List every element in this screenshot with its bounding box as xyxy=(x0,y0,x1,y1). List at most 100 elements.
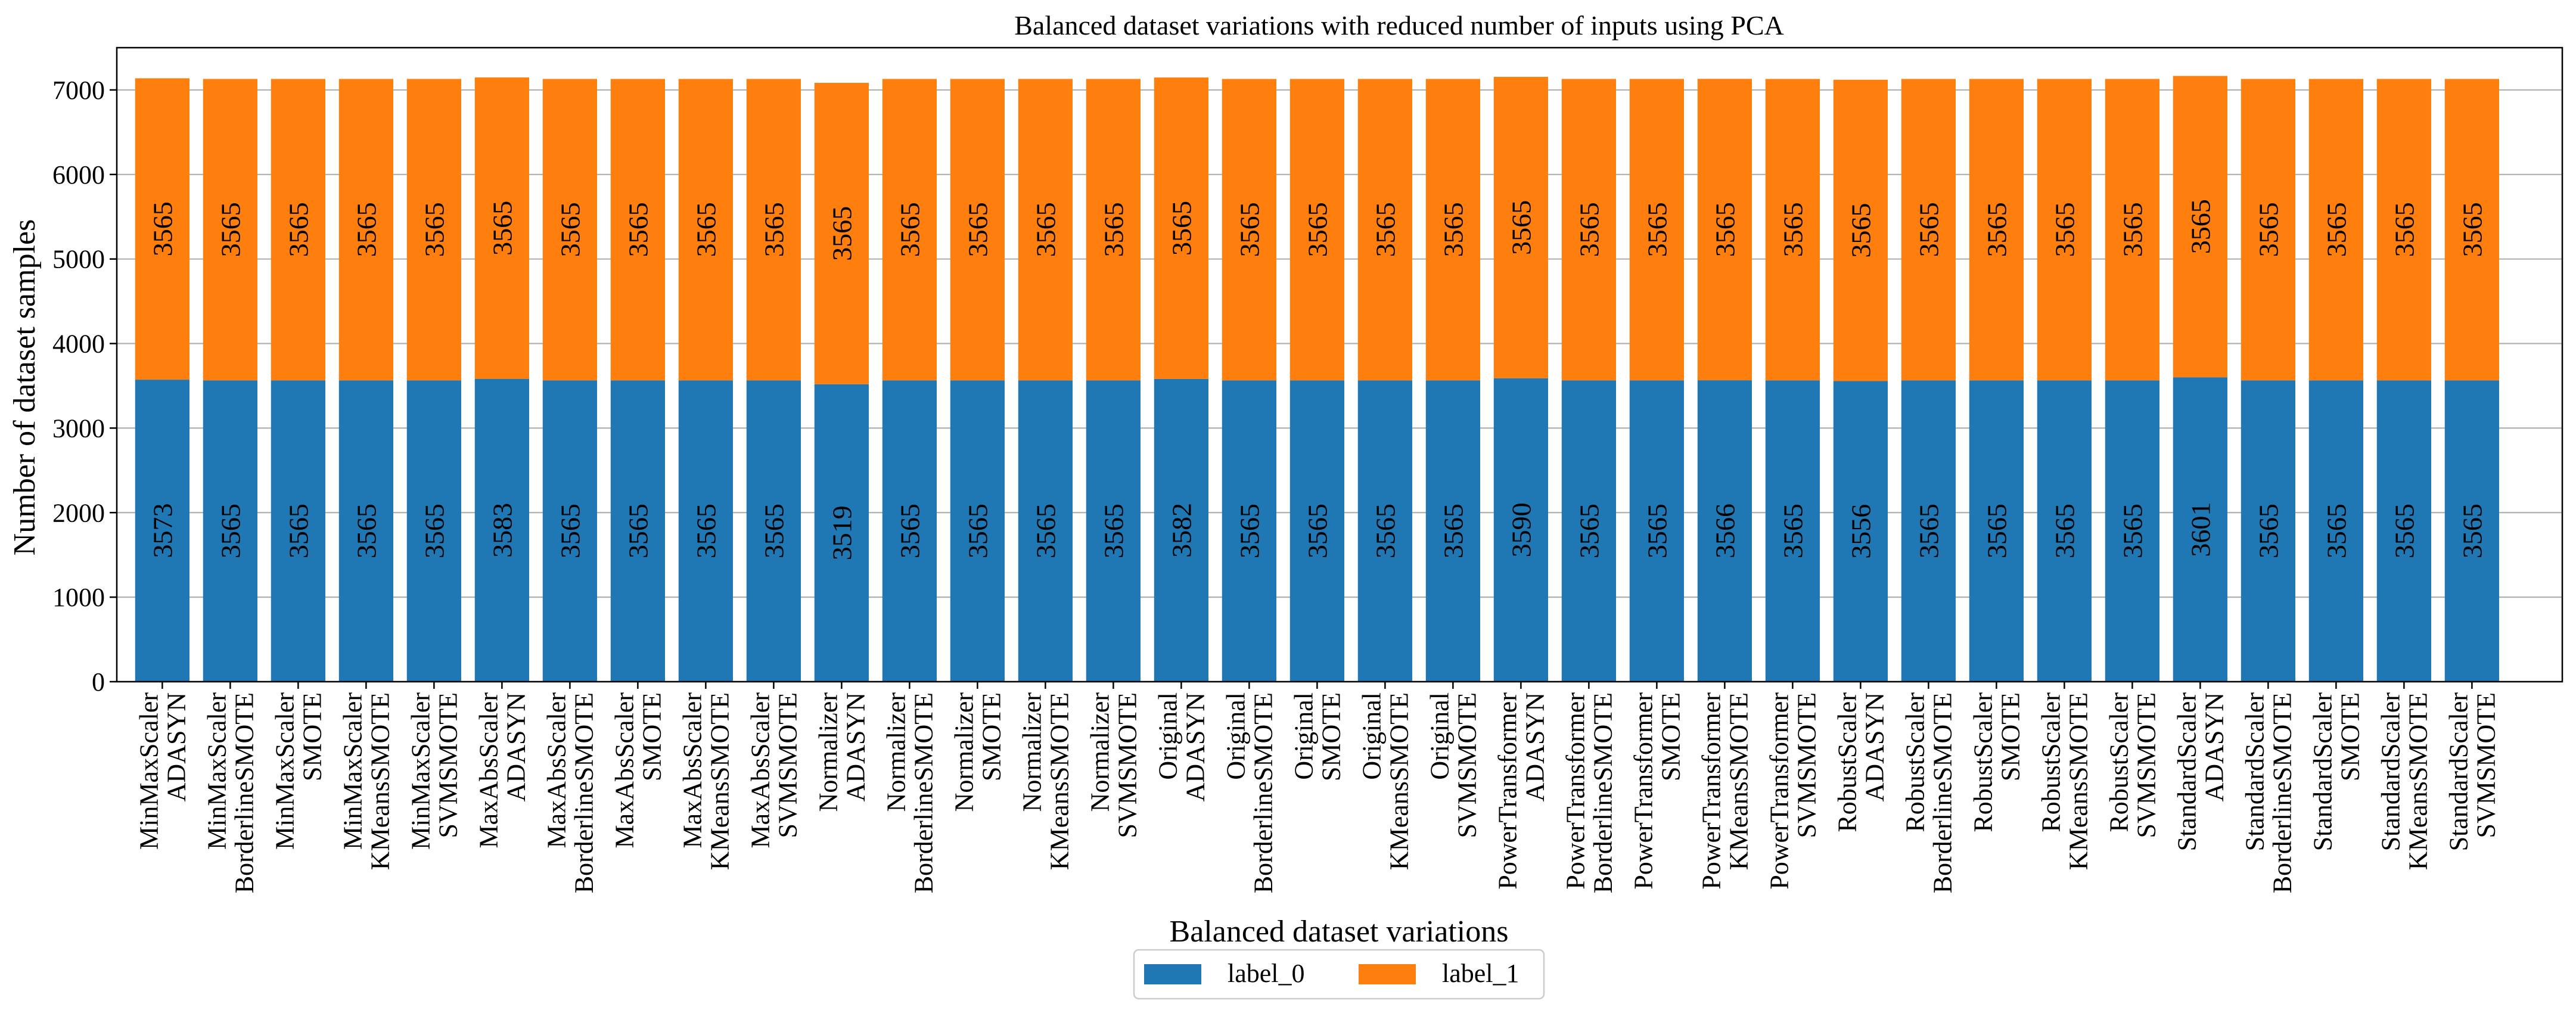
x-tick-label-line: Normalizer xyxy=(1085,692,1114,812)
data-label-label-0: 3565 xyxy=(1778,504,1808,558)
y-tick-label: 1000 xyxy=(52,583,105,612)
legend-label-label-0: label_0 xyxy=(1228,959,1305,988)
x-tick-label-line: Original xyxy=(1153,692,1182,780)
y-axis-ticks: 0 1000 2000 3000 4000 5000 6000 7000 xyxy=(52,76,117,697)
bar-label-1 xyxy=(1969,79,2024,381)
bar-label-0 xyxy=(1222,380,1276,682)
bar-label-1 xyxy=(1561,79,1616,381)
x-tick-label-line: RobustScaler xyxy=(1832,692,1862,832)
bar-label-0 xyxy=(2308,380,2363,682)
bar-label-1 xyxy=(1289,79,1344,381)
data-label-label-1: 3565 xyxy=(2253,202,2283,257)
x-tick-label-line: BorderlineSMOTE xyxy=(569,692,598,893)
x-tick-label-line: MinMaxScaler xyxy=(270,692,299,850)
x-tick-label-line: StandardScaler xyxy=(2240,692,2269,852)
y-tick-label: 6000 xyxy=(52,160,105,189)
data-label-label-0: 3565 xyxy=(759,504,789,558)
x-tick-label: RobustScalerADASYN xyxy=(1832,692,1889,832)
x-tick-label: MaxAbsScalerBorderlineSMOTE xyxy=(542,692,598,894)
x-axis-label: Balanced dataset variations xyxy=(1170,915,1509,949)
data-label-label-1: 3565 xyxy=(215,202,246,257)
bar-label-0 xyxy=(1561,380,1616,682)
bar-label-0 xyxy=(1629,380,1684,682)
data-label-label-1: 3565 xyxy=(1166,201,1197,256)
data-label-label-1: 3565 xyxy=(2321,202,2351,257)
data-label-label-0: 3601 xyxy=(2185,502,2215,557)
x-tick-label-line: MinMaxScaler xyxy=(202,692,231,850)
data-label-label-0: 3556 xyxy=(1845,504,1876,559)
bar-label-0 xyxy=(1833,381,1888,682)
data-label-label-0: 3565 xyxy=(623,504,653,558)
x-tick-label: OriginalBorderlineSMOTE xyxy=(1221,692,1278,893)
data-label-label-1: 3565 xyxy=(283,202,313,257)
bar-label-0 xyxy=(203,380,257,682)
data-label-label-0: 3565 xyxy=(419,504,449,558)
y-tick-label: 3000 xyxy=(52,414,105,443)
x-tick-label-line: Normalizer xyxy=(949,692,978,812)
x-tick-label: NormalizerBorderlineSMOTE xyxy=(881,692,938,894)
x-tick-label-line: KMeansSMOTE xyxy=(1724,692,1753,870)
data-label-label-0: 3565 xyxy=(283,504,313,558)
bar-label-0 xyxy=(2037,380,2092,682)
x-tick-label: NormalizerKMeansSMOTE xyxy=(1017,692,1074,871)
data-label-label-1: 3565 xyxy=(555,202,585,257)
x-tick-label-line: RobustScaler xyxy=(1968,692,1997,832)
x-tick-label: StandardScalerADASYN xyxy=(2172,692,2229,852)
data-label-label-0: 3566 xyxy=(1710,504,1740,558)
data-label-label-0: 3565 xyxy=(1642,504,1672,558)
x-tick-label: OriginalKMeansSMOTE xyxy=(1357,692,1413,870)
x-tick-label-line: RobustScaler xyxy=(2104,692,2133,832)
x-tick-label: RobustScalerBorderlineSMOTE xyxy=(1900,692,1957,894)
x-tick-label-line: SVMSMOTE xyxy=(1452,692,1481,838)
x-tick-label-line: MaxAbsScaler xyxy=(745,692,775,849)
data-label-label-0: 3565 xyxy=(1981,504,2012,558)
bar-series xyxy=(135,76,2499,682)
x-tick-label-line: ADASYN xyxy=(501,692,530,801)
bar-label-0 xyxy=(1086,380,1141,682)
data-label-label-0: 3582 xyxy=(1166,503,1197,558)
x-tick-label-line: Normalizer xyxy=(1017,692,1046,812)
x-tick-label: OriginalADASYN xyxy=(1153,692,1210,801)
data-label-label-0: 3565 xyxy=(1302,504,1332,558)
x-tick-label-line: KMeansSMOTE xyxy=(705,692,734,870)
data-label-label-0: 3565 xyxy=(555,504,585,558)
bar-label-1 xyxy=(746,79,801,381)
x-tick-label: MinMaxScalerBorderlineSMOTE xyxy=(202,692,259,894)
data-label-label-0: 3565 xyxy=(2253,504,2283,558)
data-label-label-1: 3565 xyxy=(2389,202,2419,257)
bar-label-1 xyxy=(135,78,189,380)
x-tick-label-line: MaxAbsScaler xyxy=(678,692,707,849)
data-label-label-1: 3565 xyxy=(1098,202,1129,257)
x-tick-label-line: PowerTransformer xyxy=(1696,692,1726,890)
bar-label-1 xyxy=(882,79,937,381)
x-tick-label-line: SVMSMOTE xyxy=(433,692,462,838)
bar-label-1 xyxy=(2173,76,2227,378)
data-label-label-0: 3565 xyxy=(2117,504,2148,558)
bar-label-0 xyxy=(2241,380,2295,682)
bar-label-0 xyxy=(406,380,461,682)
x-tick-label-line: ADASYN xyxy=(841,692,870,801)
x-tick-label-line: KMeansSMOTE xyxy=(365,692,394,870)
data-label-label-1: 3565 xyxy=(691,202,721,257)
x-tick-label-line: StandardScaler xyxy=(2376,692,2405,852)
y-tick-label: 4000 xyxy=(52,330,105,359)
data-label-label-0: 3573 xyxy=(147,504,178,558)
bar-label-0 xyxy=(1765,380,1820,682)
x-tick-label-line: SVMSMOTE xyxy=(1792,692,1821,838)
x-tick-label-line: Normalizer xyxy=(881,692,911,812)
data-label-label-1: 3565 xyxy=(351,202,381,257)
x-tick-label-line: SMOTE xyxy=(1656,692,1685,781)
x-tick-label-line: KMeansSMOTE xyxy=(2403,692,2432,870)
data-label-label-1: 3565 xyxy=(826,206,857,261)
x-tick-label: MaxAbsScalerKMeansSMOTE xyxy=(678,692,734,871)
x-tick-label: MaxAbsScalerSVMSMOTE xyxy=(745,692,802,849)
x-tick-label-line: KMeansSMOTE xyxy=(1045,692,1074,870)
data-label-label-1: 3565 xyxy=(1302,202,1332,257)
y-tick-label: 0 xyxy=(92,667,105,697)
x-tick-label-line: Normalizer xyxy=(813,692,843,812)
x-tick-label: PowerTransformerSVMSMOTE xyxy=(1764,692,1821,890)
x-tick-label-line: ADASYN xyxy=(161,692,191,801)
data-label-label-0: 3590 xyxy=(1506,502,1536,557)
data-label-label-0: 3565 xyxy=(1438,504,1468,558)
